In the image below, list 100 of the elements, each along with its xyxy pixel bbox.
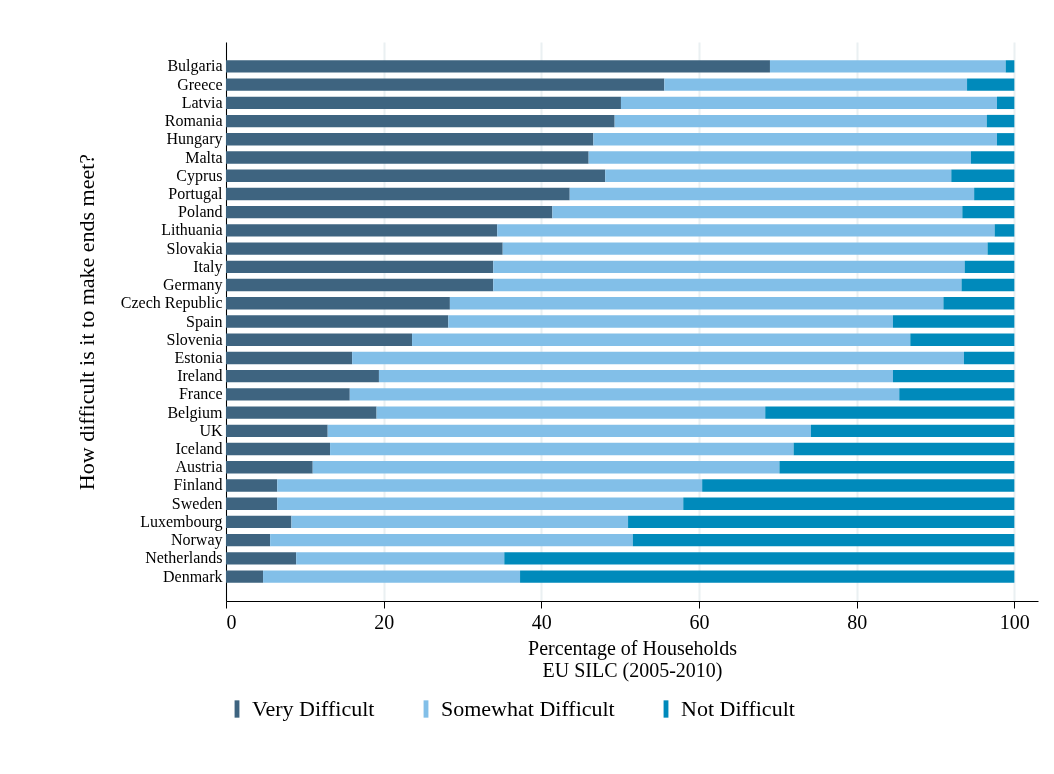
- bar: [349, 388, 900, 401]
- y-tick-label: Malta: [185, 148, 223, 166]
- bar: [892, 369, 1015, 383]
- bar: [765, 406, 1015, 419]
- legend-label: Somewhat Difficult: [441, 696, 615, 721]
- y-tick-label: Austria: [175, 458, 223, 476]
- bar: [226, 242, 503, 255]
- y-tick-label: Italy: [193, 257, 223, 276]
- bar: [263, 570, 521, 583]
- bar: [994, 224, 1015, 237]
- bar: [277, 479, 703, 492]
- bar: [412, 333, 911, 346]
- y-tick-label: Lithuania: [161, 221, 223, 239]
- bar: [593, 133, 998, 146]
- bar: [943, 297, 1015, 310]
- bar: [910, 333, 1015, 346]
- x-tick-label: 60: [689, 610, 710, 633]
- bar: [620, 96, 998, 110]
- bar: [226, 60, 770, 73]
- bar: [226, 187, 570, 201]
- bar: [226, 96, 621, 110]
- bar: [961, 278, 1015, 292]
- bar: [986, 114, 1015, 128]
- bar: [588, 151, 971, 164]
- bar: [226, 552, 297, 565]
- bar: [226, 406, 377, 419]
- y-tick-label: Denmark: [162, 567, 223, 585]
- bar: [449, 297, 944, 310]
- x-tick-label: 0: [226, 610, 237, 633]
- bar: [312, 461, 780, 474]
- bar: [964, 260, 1015, 274]
- bar: [226, 133, 594, 146]
- y-tick-label: France: [178, 385, 223, 403]
- y-axis-title: How difficult is it to make ends meet?: [73, 153, 99, 491]
- bar: [296, 552, 505, 565]
- bar: [810, 424, 1015, 438]
- bar: [226, 351, 353, 365]
- x-tick-label: 80: [847, 610, 868, 633]
- bar: [493, 278, 962, 292]
- bar: [291, 515, 629, 529]
- legend-label: Not Difficult: [681, 696, 795, 721]
- y-tick-label: Belgium: [167, 403, 224, 422]
- bar: [448, 315, 893, 328]
- bar: [769, 60, 1006, 73]
- bar: [962, 205, 1015, 219]
- legend-label: Very Difficult: [252, 696, 375, 721]
- bar: [327, 424, 811, 438]
- bar: [376, 406, 766, 419]
- bar: [951, 169, 1015, 182]
- bar: [997, 133, 1015, 146]
- bar: [226, 169, 606, 182]
- y-tick-label: Netherlands: [145, 549, 223, 567]
- y-tick-label: Iceland: [175, 440, 223, 458]
- bar: [987, 242, 1015, 255]
- y-tick-label: Estonia: [174, 348, 223, 366]
- bar: [226, 533, 271, 547]
- bar: [378, 369, 893, 383]
- x-tick-label: 40: [531, 610, 552, 633]
- x-tick-label: 100: [999, 610, 1030, 633]
- y-tick-label: Latvia: [181, 93, 223, 111]
- y-tick-label: Slovakia: [166, 239, 223, 257]
- bar: [892, 315, 1015, 328]
- bar: [226, 260, 494, 274]
- bar: [683, 497, 1015, 510]
- bar: [226, 461, 313, 474]
- y-tick-label: Germany: [162, 276, 223, 295]
- y-tick-label: Hungary: [166, 130, 223, 149]
- bar: [963, 351, 1015, 365]
- bar: [226, 297, 450, 310]
- y-tick-label: Cyprus: [176, 166, 223, 185]
- bar: [226, 515, 292, 529]
- bar: [997, 96, 1015, 110]
- y-tick-label: Poland: [178, 203, 223, 221]
- bar: [899, 388, 1015, 401]
- bar: [779, 461, 1015, 474]
- bar: [793, 442, 1015, 456]
- y-tick-label: Sweden: [171, 494, 223, 512]
- bar: [569, 187, 975, 201]
- bar: [226, 151, 589, 164]
- bar: [226, 570, 264, 583]
- bar: [502, 242, 988, 255]
- y-tick-label: UK: [199, 421, 223, 439]
- y-tick-label: Slovenia: [166, 330, 223, 348]
- bar: [330, 442, 794, 456]
- bar: [226, 424, 328, 438]
- y-tick-label: Bulgaria: [167, 57, 223, 76]
- y-tick-label: Norway: [170, 531, 223, 550]
- x-tick-label: 20: [374, 610, 395, 633]
- y-tick-label: Luxembourg: [140, 512, 223, 531]
- bar: [520, 570, 1015, 583]
- bar: [277, 497, 684, 510]
- bar: [226, 388, 350, 401]
- bar: [552, 205, 963, 219]
- bar: [974, 187, 1015, 201]
- bar: [226, 78, 665, 91]
- bar: [702, 479, 1015, 492]
- bar: [226, 369, 379, 383]
- bar: [352, 351, 964, 365]
- y-tick-label: Spain: [186, 312, 223, 331]
- bar: [226, 442, 331, 456]
